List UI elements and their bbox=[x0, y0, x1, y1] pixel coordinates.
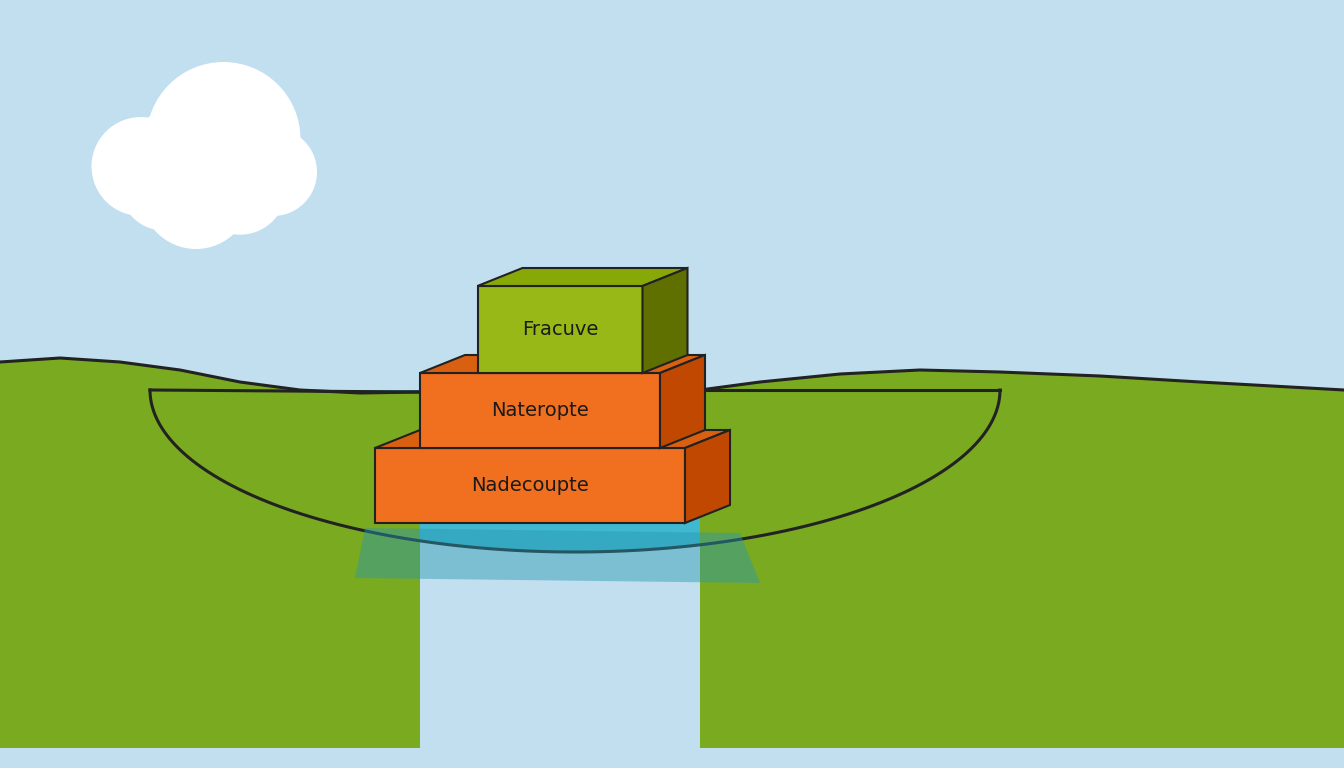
Circle shape bbox=[141, 139, 251, 249]
Polygon shape bbox=[0, 748, 1344, 768]
Polygon shape bbox=[0, 358, 419, 768]
Polygon shape bbox=[375, 448, 685, 523]
Circle shape bbox=[121, 147, 204, 230]
Circle shape bbox=[194, 142, 286, 235]
Polygon shape bbox=[151, 390, 1000, 552]
Polygon shape bbox=[685, 430, 730, 523]
Text: Fracuve: Fracuve bbox=[521, 320, 598, 339]
Polygon shape bbox=[375, 430, 730, 448]
Circle shape bbox=[91, 117, 191, 216]
Polygon shape bbox=[355, 528, 759, 583]
Polygon shape bbox=[477, 268, 688, 286]
Circle shape bbox=[228, 128, 317, 216]
Polygon shape bbox=[660, 355, 706, 448]
Text: Nadecoupte: Nadecoupte bbox=[472, 476, 589, 495]
Polygon shape bbox=[419, 373, 660, 448]
Text: Nateropte: Nateropte bbox=[491, 401, 589, 420]
Polygon shape bbox=[700, 370, 1344, 768]
Circle shape bbox=[146, 62, 301, 216]
Polygon shape bbox=[419, 355, 706, 373]
Polygon shape bbox=[477, 286, 642, 373]
Circle shape bbox=[130, 101, 251, 221]
Polygon shape bbox=[642, 268, 688, 373]
